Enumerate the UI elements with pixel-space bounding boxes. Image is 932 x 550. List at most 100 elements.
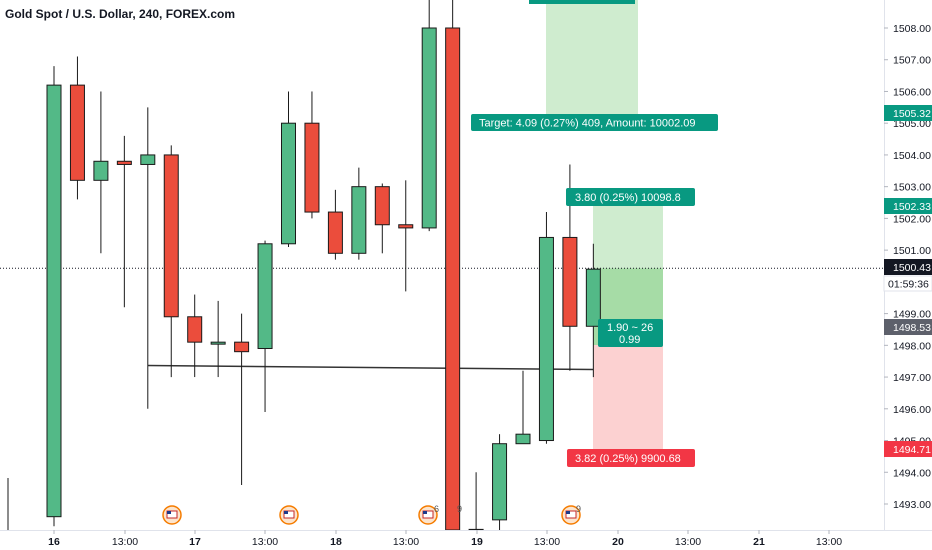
svg-text:Target: 4.09 (0.27%) 409, Amou: Target: 4.09 (0.27%) 409, Amount: 10002.… [479, 118, 695, 130]
candle-body[interactable] [327, 211, 343, 254]
candle-body[interactable] [468, 528, 484, 531]
economic-events[interactable]: 6 9 9 [162, 504, 581, 525]
target-price-label[interactable]: 1505.32 [884, 105, 932, 121]
time-tick-label: 13:00 [675, 536, 701, 548]
candle[interactable] [257, 240, 273, 412]
us-event-flag-icon[interactable] [279, 505, 299, 525]
price-axis-labels[interactable]: 1505.32 1502.33 1500.43 01:59:36 1498.53… [883, 105, 932, 457]
candle-body[interactable] [445, 27, 461, 531]
us-event-flag-icon[interactable] [418, 505, 438, 525]
candle-body[interactable] [257, 243, 273, 350]
marked-price-label[interactable]: 1498.53 [884, 319, 932, 335]
time-axis[interactable] [0, 530, 932, 550]
price-tick-label: 1501.00 [893, 245, 931, 257]
svg-text:3.80 (0.25%) 10098.8: 3.80 (0.25%) 10098.8 [575, 192, 681, 204]
time-tick-label: 13:00 [393, 536, 419, 548]
candle[interactable] [445, 0, 461, 531]
price-tick-label: 1508.00 [893, 23, 931, 35]
chart-title: Gold Spot / U.S. Dollar, 240, FOREX.com [5, 7, 236, 21]
svg-text:1505.32: 1505.32 [893, 108, 931, 120]
svg-text:1.90 ~ 26: 1.90 ~ 26 [607, 322, 653, 334]
candle[interactable] [281, 91, 296, 247]
candle-body[interactable] [234, 341, 250, 353]
price-tick-label: 1499.00 [893, 309, 931, 321]
price-axis-ticks: 1508.00 1507.00 1506.00 1505.00 1504.00 1503.… [884, 23, 931, 511]
time-tick-label: 17 [189, 536, 201, 548]
candles[interactable] [7, 0, 601, 531]
candle[interactable] [46, 66, 62, 527]
candle-body[interactable] [69, 84, 85, 181]
candle-body[interactable] [46, 84, 62, 518]
bar-countdown: 01:59:36 [888, 279, 929, 291]
candle[interactable] [163, 145, 179, 378]
candle[interactable] [69, 56, 85, 200]
horizontal-line[interactable] [147, 364, 594, 371]
time-tick-label: 13:00 [534, 536, 560, 548]
svg-text:0.99: 0.99 [619, 334, 640, 346]
candle[interactable] [140, 107, 156, 409]
candle-body[interactable] [374, 186, 390, 226]
risk-reward-label[interactable]: 1.90 ~ 26 0.99 [598, 319, 663, 347]
entry-label[interactable]: 3.80 (0.25%) 10098.8 [566, 188, 695, 206]
candle-body[interactable] [585, 268, 601, 327]
candle[interactable] [327, 189, 343, 260]
candle[interactable] [421, 0, 437, 232]
time-tick-label: 13:00 [816, 536, 842, 548]
candle[interactable] [187, 294, 203, 378]
candle[interactable] [585, 243, 601, 378]
candle-body[interactable] [116, 160, 132, 165]
candle[interactable] [351, 167, 367, 260]
candle[interactable] [116, 135, 132, 308]
candle[interactable] [492, 434, 508, 530]
candle[interactable] [234, 313, 250, 485]
profit-zone[interactable] [593, 206, 663, 269]
candle[interactable] [538, 212, 554, 444]
svg-text:1502.33: 1502.33 [893, 201, 931, 213]
entry-price-label[interactable]: 1502.33 [884, 198, 932, 214]
candle-body[interactable] [538, 236, 554, 442]
candle[interactable] [93, 91, 109, 254]
svg-text:1494.71: 1494.71 [893, 444, 931, 456]
candle-body[interactable] [210, 341, 226, 345]
price-tick-label: 1506.00 [893, 86, 931, 98]
candle-body[interactable] [187, 316, 203, 343]
event-count-badge: 6 [434, 504, 439, 514]
position-tool-labels[interactable]: Target: 4.09 (0.27%) 409, Amount: 10002.… [471, 114, 718, 467]
candle-body[interactable] [421, 27, 437, 229]
target-zone-edge [529, 0, 635, 4]
candle-body[interactable] [93, 160, 109, 181]
candle-body[interactable] [281, 122, 296, 245]
candle-body[interactable] [492, 443, 508, 521]
candle-body[interactable] [515, 433, 531, 445]
candle[interactable] [304, 91, 320, 219]
support-line[interactable] [147, 364, 594, 371]
candle-body[interactable] [351, 186, 367, 254]
target-label[interactable]: Target: 4.09 (0.27%) 409, Amount: 10002.… [471, 114, 718, 131]
candle[interactable] [210, 300, 226, 378]
candle[interactable] [374, 183, 390, 254]
current-price-label[interactable]: 1500.43 01:59:36 [883, 259, 932, 292]
position-tool-zones[interactable] [529, 0, 663, 450]
candle-body[interactable] [304, 122, 320, 213]
time-tick-label: 18 [330, 536, 342, 548]
target-zone-upper[interactable] [546, 0, 638, 119]
candle-body[interactable] [562, 236, 578, 327]
price-tick-label: 1503.00 [893, 182, 931, 194]
candle-body[interactable] [398, 224, 414, 229]
candle[interactable] [515, 370, 531, 445]
stop-price-label[interactable]: 1494.71 [884, 441, 932, 457]
candle[interactable] [398, 180, 414, 292]
candle-body[interactable] [163, 154, 179, 318]
us-event-flag-icon[interactable] [162, 505, 182, 525]
stop-label[interactable]: 3.82 (0.25%) 9900.68 [567, 449, 695, 467]
time-axis-ticks: 16 13:00 17 13:00 18 13:00 19 13:00 20 13:00 21 13:… [48, 530, 842, 548]
us-event-flag-icon[interactable] [561, 505, 581, 525]
time-tick-label: 13:00 [252, 536, 278, 548]
candle[interactable] [468, 472, 484, 531]
candle-body[interactable] [140, 154, 156, 165]
time-tick-label: 16 [48, 536, 60, 548]
stop-zone[interactable] [593, 345, 663, 450]
time-tick-label: 20 [612, 536, 624, 548]
svg-text:1500.43: 1500.43 [893, 262, 931, 274]
